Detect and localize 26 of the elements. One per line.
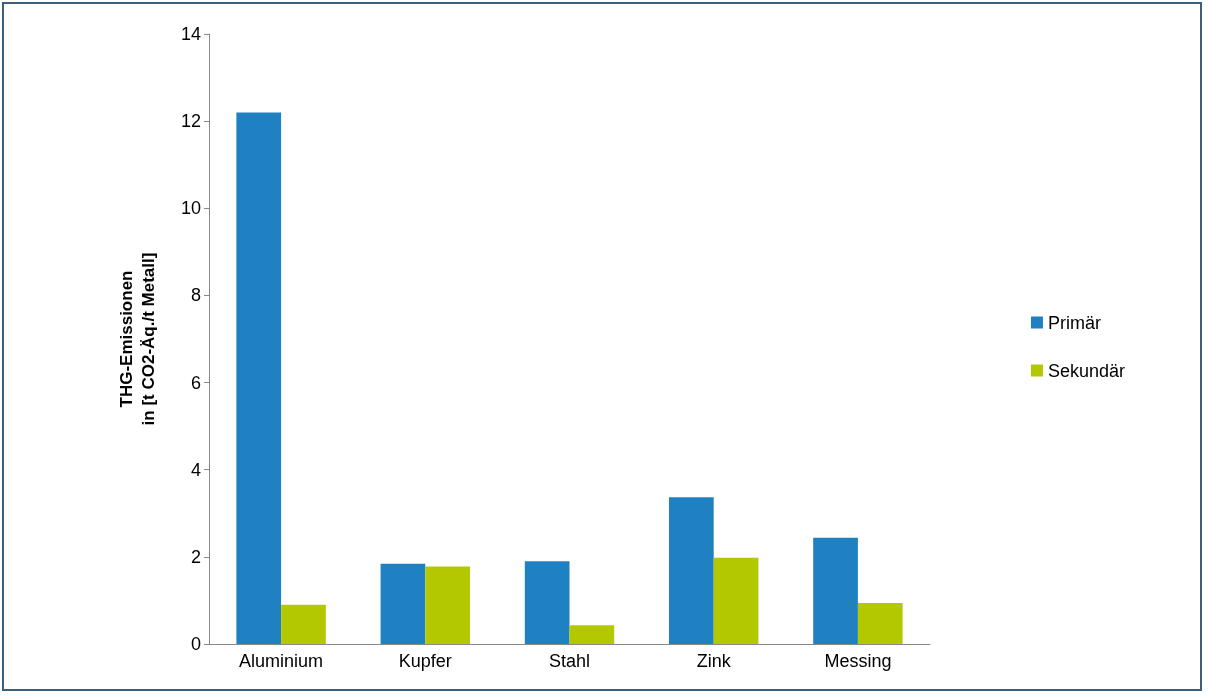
bar bbox=[813, 537, 858, 644]
y-tick-label: 10 bbox=[180, 198, 201, 219]
y-tick-label: 2 bbox=[190, 546, 201, 567]
bar bbox=[524, 561, 570, 644]
legend-label: Sekundär bbox=[1047, 360, 1126, 381]
y-tick-label: 4 bbox=[190, 459, 201, 480]
y-tick-label: 8 bbox=[190, 285, 201, 306]
x-tick-label: Zink bbox=[696, 651, 732, 671]
bar bbox=[281, 604, 326, 644]
bar bbox=[669, 497, 714, 644]
bar bbox=[425, 566, 470, 644]
y-tick-label: 6 bbox=[190, 372, 201, 393]
y-tick-label: 0 bbox=[190, 634, 201, 654]
bar bbox=[380, 563, 426, 644]
bar bbox=[713, 557, 759, 644]
y-axis-title: THG-Emissionen in [t CO2-Äq./t Metall] bbox=[116, 252, 158, 426]
bar bbox=[236, 112, 282, 644]
legend-label: Primär bbox=[1047, 312, 1101, 333]
y-tick-label: 14 bbox=[180, 24, 201, 44]
bar bbox=[857, 603, 903, 644]
x-tick-label: Stahl bbox=[548, 651, 591, 671]
bar bbox=[569, 625, 615, 644]
x-tick-label: Aluminium bbox=[239, 651, 324, 671]
x-tick-label: Messing bbox=[824, 651, 892, 671]
y-tick-label: 12 bbox=[180, 111, 201, 132]
x-tick-label: Kupfer bbox=[398, 651, 452, 671]
